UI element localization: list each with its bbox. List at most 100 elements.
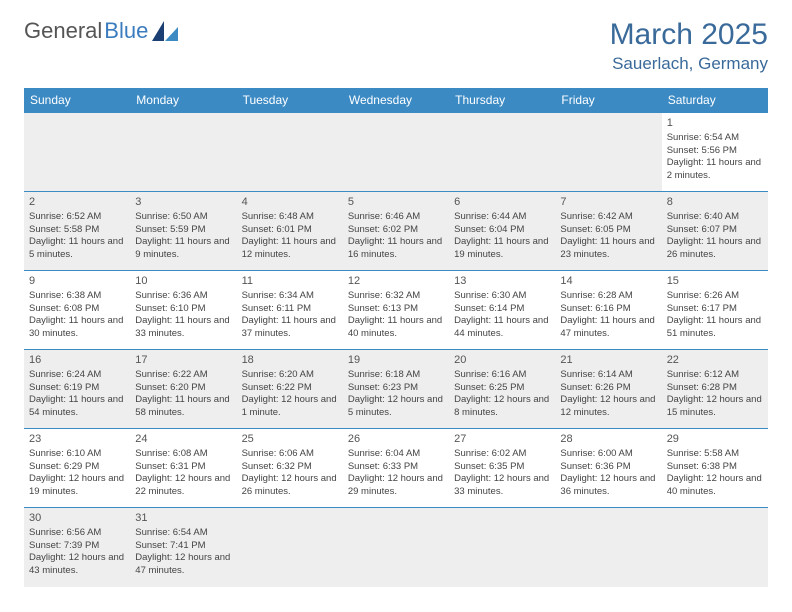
month-title: March 2025 <box>610 18 768 52</box>
calendar-cell: 25Sunrise: 6:06 AMSunset: 6:32 PMDayligh… <box>237 429 343 508</box>
sunrise-text: Sunrise: 6:00 AM <box>560 448 656 461</box>
daylight-text: Daylight: 12 hours and 36 minutes. <box>560 473 656 499</box>
sunrise-text: Sunrise: 6:24 AM <box>29 369 125 382</box>
calendar-cell: 30Sunrise: 6:56 AMSunset: 7:39 PMDayligh… <box>24 508 130 587</box>
daylight-text: Daylight: 11 hours and 23 minutes. <box>560 236 656 262</box>
sunrise-text: Sunrise: 6:22 AM <box>135 369 231 382</box>
sunrise-text: Sunrise: 6:14 AM <box>560 369 656 382</box>
day-header: Thursday <box>449 88 555 113</box>
page-header: GeneralBlue March 2025 Sauerlach, German… <box>24 18 768 74</box>
sunset-text: Sunset: 6:29 PM <box>29 461 125 474</box>
logo-sail-icon <box>152 21 178 41</box>
sunrise-text: Sunrise: 6:18 AM <box>348 369 444 382</box>
sunrise-text: Sunrise: 6:52 AM <box>29 211 125 224</box>
day-number: 12 <box>348 274 444 289</box>
sunset-text: Sunset: 6:26 PM <box>560 382 656 395</box>
sunrise-text: Sunrise: 6:26 AM <box>667 290 763 303</box>
sunset-text: Sunset: 6:36 PM <box>560 461 656 474</box>
day-header: Friday <box>555 88 661 113</box>
sunset-text: Sunset: 6:11 PM <box>242 303 338 316</box>
calendar-row: 9Sunrise: 6:38 AMSunset: 6:08 PMDaylight… <box>24 271 768 350</box>
daylight-text: Daylight: 11 hours and 9 minutes. <box>135 236 231 262</box>
calendar-cell <box>555 113 661 192</box>
sunrise-text: Sunrise: 6:40 AM <box>667 211 763 224</box>
day-number: 24 <box>135 432 231 447</box>
day-number: 1 <box>667 116 763 131</box>
day-number: 23 <box>29 432 125 447</box>
daylight-text: Daylight: 12 hours and 19 minutes. <box>29 473 125 499</box>
calendar-cell: 20Sunrise: 6:16 AMSunset: 6:25 PMDayligh… <box>449 350 555 429</box>
calendar-cell <box>24 113 130 192</box>
sunrise-text: Sunrise: 6:16 AM <box>454 369 550 382</box>
calendar-cell <box>662 508 768 587</box>
sunset-text: Sunset: 6:01 PM <box>242 224 338 237</box>
calendar-cell: 6Sunrise: 6:44 AMSunset: 6:04 PMDaylight… <box>449 192 555 271</box>
calendar-row: 16Sunrise: 6:24 AMSunset: 6:19 PMDayligh… <box>24 350 768 429</box>
day-header: Tuesday <box>237 88 343 113</box>
sunset-text: Sunset: 6:32 PM <box>242 461 338 474</box>
day-number: 10 <box>135 274 231 289</box>
day-number: 14 <box>560 274 656 289</box>
calendar-table: Sunday Monday Tuesday Wednesday Thursday… <box>24 88 768 587</box>
sunrise-text: Sunrise: 6:28 AM <box>560 290 656 303</box>
sunrise-text: Sunrise: 6:54 AM <box>135 527 231 540</box>
calendar-cell <box>343 508 449 587</box>
calendar-cell <box>343 113 449 192</box>
calendar-row: 1Sunrise: 6:54 AMSunset: 5:56 PMDaylight… <box>24 113 768 192</box>
day-number: 31 <box>135 511 231 526</box>
calendar-cell <box>237 113 343 192</box>
day-number: 18 <box>242 353 338 368</box>
sunset-text: Sunset: 6:14 PM <box>454 303 550 316</box>
calendar-cell: 24Sunrise: 6:08 AMSunset: 6:31 PMDayligh… <box>130 429 236 508</box>
calendar-cell: 22Sunrise: 6:12 AMSunset: 6:28 PMDayligh… <box>662 350 768 429</box>
sunset-text: Sunset: 6:31 PM <box>135 461 231 474</box>
sunset-text: Sunset: 6:23 PM <box>348 382 444 395</box>
day-number: 3 <box>135 195 231 210</box>
day-number: 8 <box>667 195 763 210</box>
day-number: 25 <box>242 432 338 447</box>
sunset-text: Sunset: 6:25 PM <box>454 382 550 395</box>
day-number: 21 <box>560 353 656 368</box>
sunrise-text: Sunrise: 6:32 AM <box>348 290 444 303</box>
daylight-text: Daylight: 12 hours and 33 minutes. <box>454 473 550 499</box>
sunrise-text: Sunrise: 6:38 AM <box>29 290 125 303</box>
sunrise-text: Sunrise: 6:46 AM <box>348 211 444 224</box>
day-number: 15 <box>667 274 763 289</box>
calendar-cell: 26Sunrise: 6:04 AMSunset: 6:33 PMDayligh… <box>343 429 449 508</box>
calendar-cell: 2Sunrise: 6:52 AMSunset: 5:58 PMDaylight… <box>24 192 130 271</box>
daylight-text: Daylight: 11 hours and 19 minutes. <box>454 236 550 262</box>
sunrise-text: Sunrise: 6:56 AM <box>29 527 125 540</box>
day-number: 16 <box>29 353 125 368</box>
day-number: 17 <box>135 353 231 368</box>
sunset-text: Sunset: 5:59 PM <box>135 224 231 237</box>
sunrise-text: Sunrise: 6:12 AM <box>667 369 763 382</box>
daylight-text: Daylight: 11 hours and 47 minutes. <box>560 315 656 341</box>
daylight-text: Daylight: 11 hours and 5 minutes. <box>29 236 125 262</box>
day-number: 29 <box>667 432 763 447</box>
sunrise-text: Sunrise: 6:02 AM <box>454 448 550 461</box>
day-number: 2 <box>29 195 125 210</box>
sunset-text: Sunset: 6:04 PM <box>454 224 550 237</box>
sunrise-text: Sunrise: 6:50 AM <box>135 211 231 224</box>
calendar-cell: 4Sunrise: 6:48 AMSunset: 6:01 PMDaylight… <box>237 192 343 271</box>
day-number: 9 <box>29 274 125 289</box>
calendar-cell <box>555 508 661 587</box>
sunset-text: Sunset: 6:05 PM <box>560 224 656 237</box>
sunset-text: Sunset: 5:58 PM <box>29 224 125 237</box>
day-number: 26 <box>348 432 444 447</box>
day-number: 7 <box>560 195 656 210</box>
calendar-cell: 27Sunrise: 6:02 AMSunset: 6:35 PMDayligh… <box>449 429 555 508</box>
sunset-text: Sunset: 6:17 PM <box>667 303 763 316</box>
daylight-text: Daylight: 11 hours and 40 minutes. <box>348 315 444 341</box>
calendar-cell: 12Sunrise: 6:32 AMSunset: 6:13 PMDayligh… <box>343 271 449 350</box>
calendar-cell: 7Sunrise: 6:42 AMSunset: 6:05 PMDaylight… <box>555 192 661 271</box>
day-number: 4 <box>242 195 338 210</box>
daylight-text: Daylight: 12 hours and 1 minute. <box>242 394 338 420</box>
day-number: 20 <box>454 353 550 368</box>
calendar-cell <box>449 508 555 587</box>
calendar-cell <box>130 113 236 192</box>
daylight-text: Daylight: 12 hours and 15 minutes. <box>667 394 763 420</box>
daylight-text: Daylight: 11 hours and 12 minutes. <box>242 236 338 262</box>
daylight-text: Daylight: 11 hours and 16 minutes. <box>348 236 444 262</box>
calendar-cell: 17Sunrise: 6:22 AMSunset: 6:20 PMDayligh… <box>130 350 236 429</box>
